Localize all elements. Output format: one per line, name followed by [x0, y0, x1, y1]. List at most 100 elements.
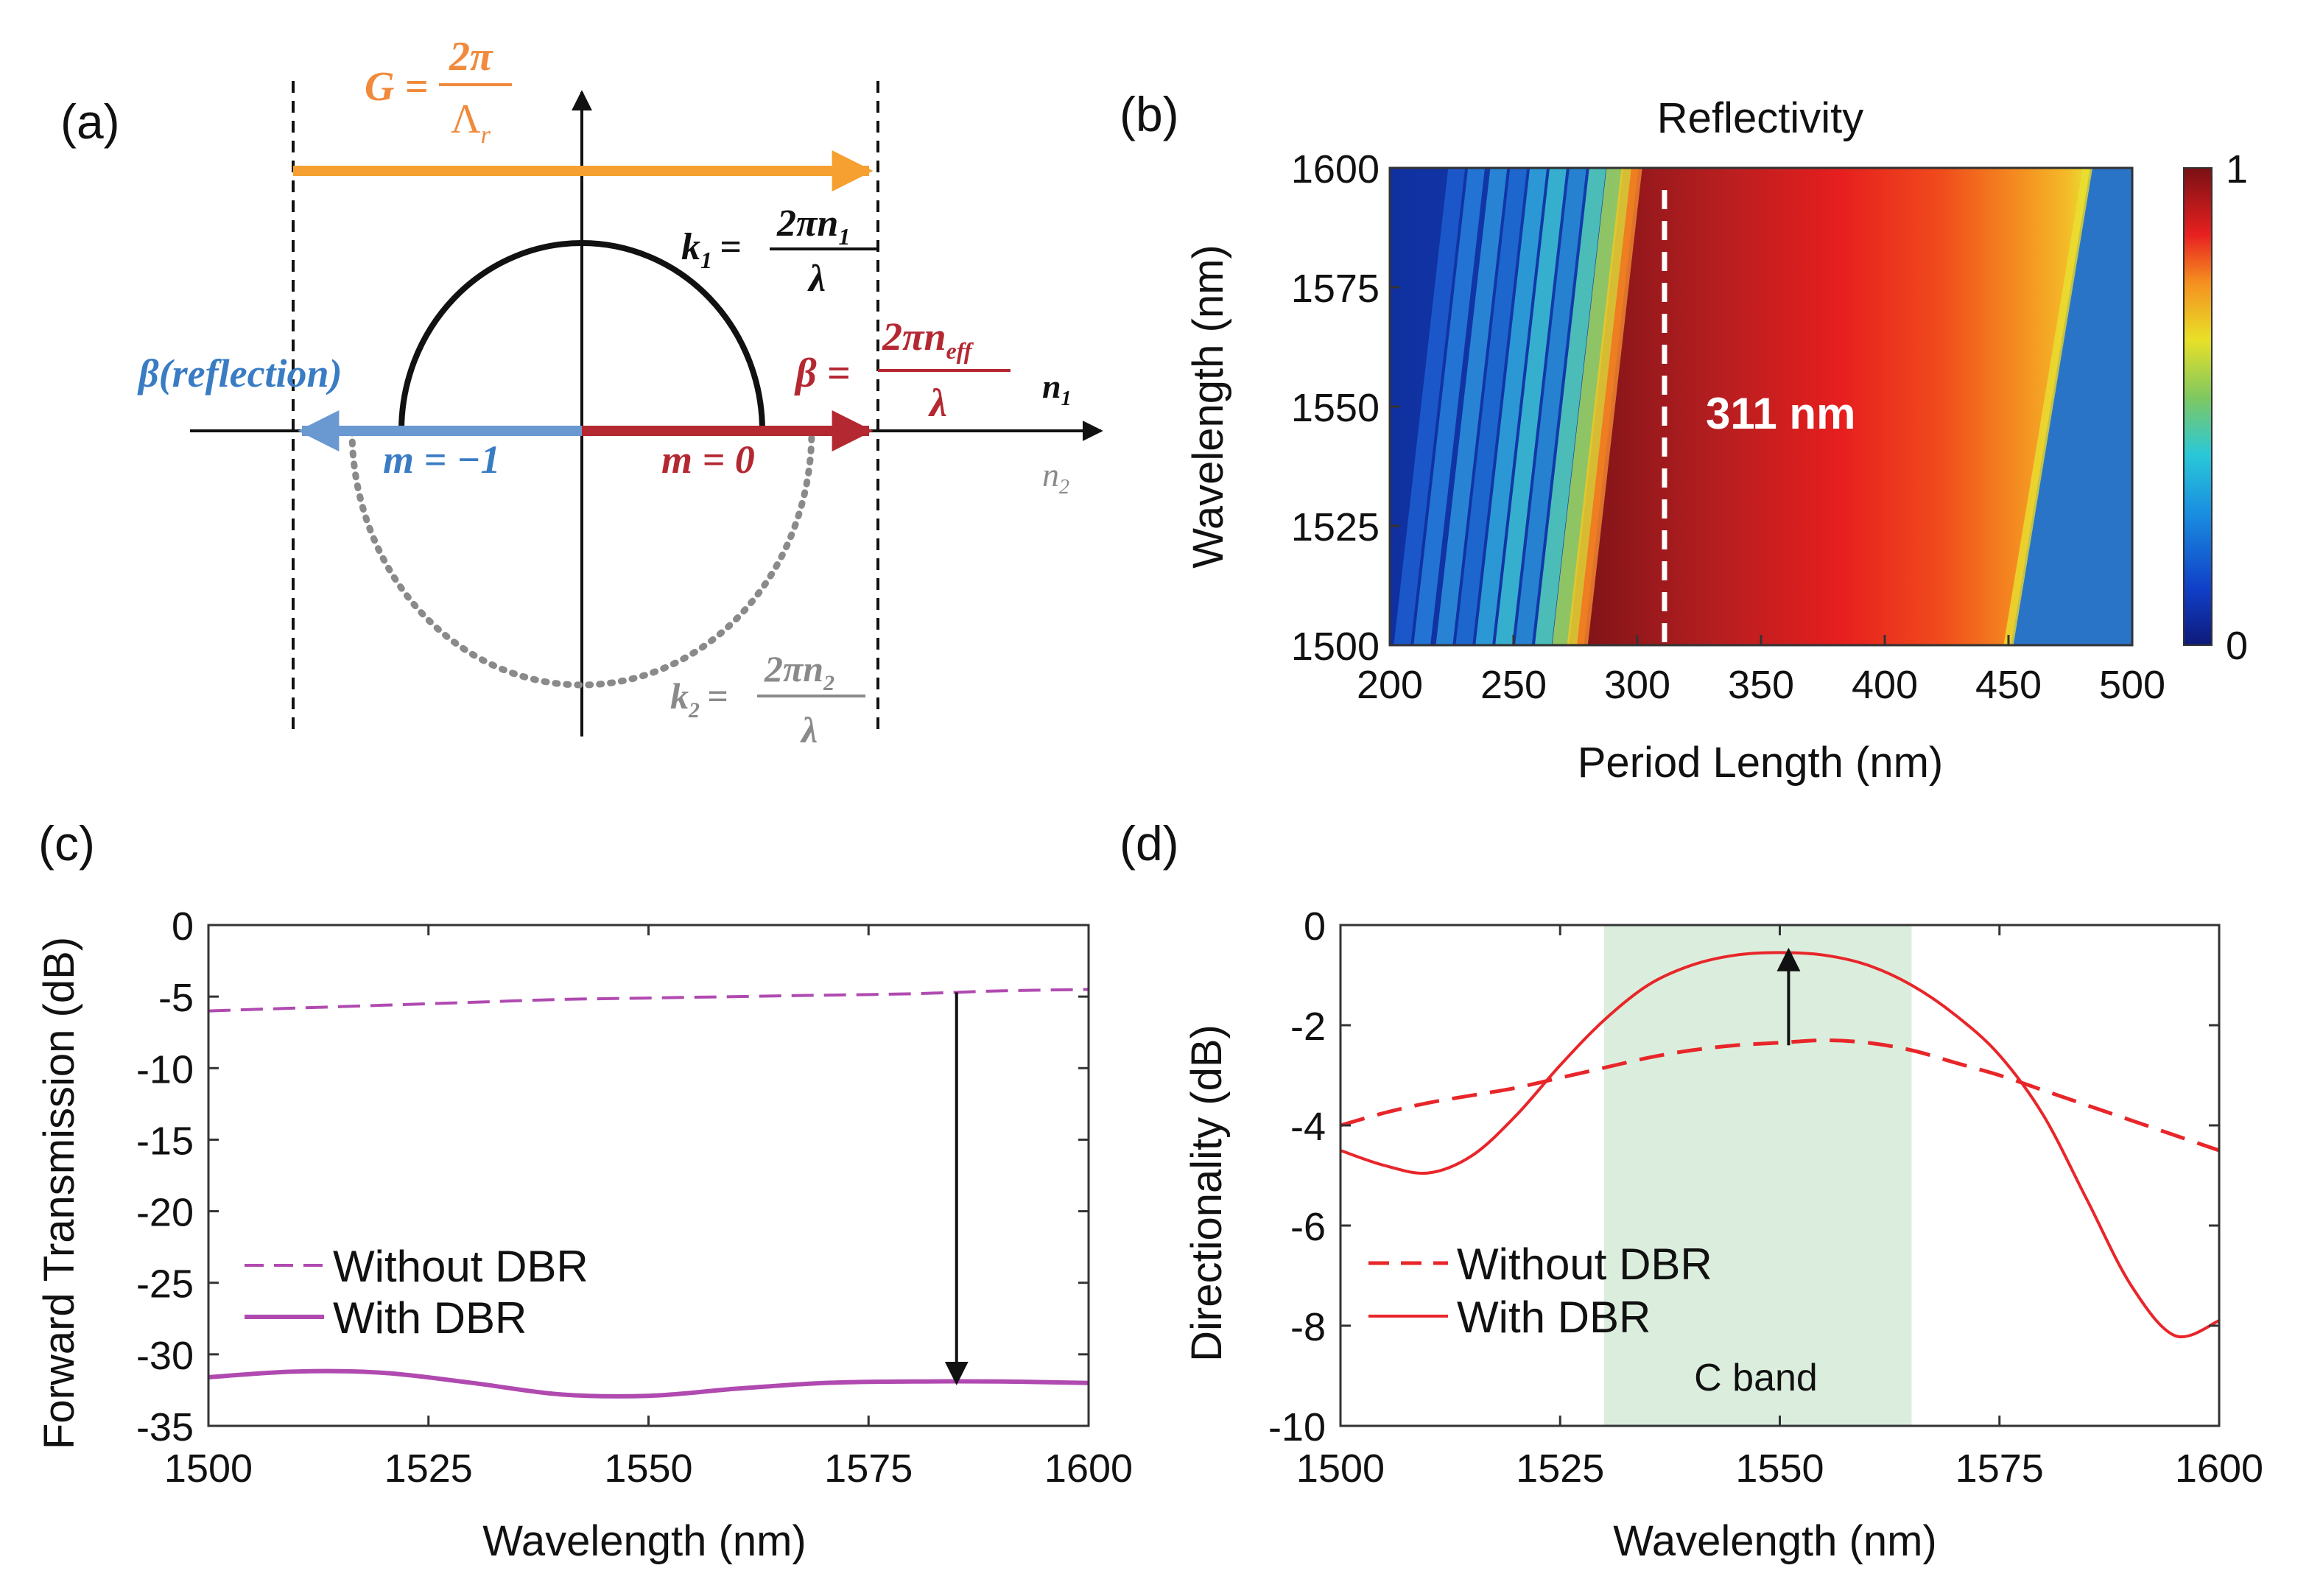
y-tick-label: -5: [158, 976, 194, 1020]
stopband-upper-edge: [2003, 168, 2093, 645]
beta-numerator: 2πneff: [882, 314, 974, 364]
series-line-without-dbr: [208, 988, 1089, 1013]
x-tick-label: 1550: [604, 1446, 692, 1491]
fringe-band: [1495, 168, 1567, 645]
panel-b: (b) Reflectivity 311 nm 200 250 300 350 400 4…: [1120, 87, 2248, 787]
y-tick-label: 1500: [1291, 625, 1380, 669]
y-tick-label: 1550: [1291, 386, 1380, 430]
x-tick-label: 350: [1728, 663, 1794, 707]
panel-c: (c) 1500 1525 1550 1575 1600 0 -5 -10 -15 -20 -25 -…: [35, 816, 1133, 1565]
x-tick-label: 1600: [1044, 1446, 1133, 1491]
k1-semicircle: [398, 240, 765, 432]
y-tick-label: -10: [1268, 1405, 1326, 1449]
fringe-band: [1552, 168, 1624, 645]
panel-b-label: (b): [1120, 87, 1179, 141]
x-tick-label: 450: [1975, 663, 2042, 707]
fringe-band: [1394, 168, 1466, 645]
n2-label: n2: [1042, 456, 1069, 499]
x-tick-label: 250: [1480, 663, 1547, 707]
k2-label: k2 =: [670, 675, 728, 723]
stopband-region: [1587, 168, 2090, 645]
period-annotation: 311 nm: [1706, 389, 1855, 438]
directionality-x-label: Wavelength (nm): [1613, 1517, 1936, 1565]
colorbar-max-label: 1: [2226, 147, 2248, 191]
fringe-band: [1515, 168, 1586, 645]
panel-c-label: (c): [38, 816, 95, 871]
x-tick-label: 400: [1852, 663, 1918, 707]
k2-numerator: 2πn2: [764, 648, 834, 695]
heatmap-x-label: Period Length (nm): [1578, 739, 1943, 787]
x-tick-label: 1600: [2175, 1446, 2263, 1491]
G-numerator: 2π: [449, 34, 493, 80]
y-tick-label: -25: [136, 1262, 194, 1307]
y-tick-label: -8: [1290, 1305, 1326, 1349]
legend-with-dbr: With DBR: [333, 1293, 527, 1343]
colorbar-min-label: 0: [2226, 624, 2248, 668]
G-denominator: Λr: [451, 96, 491, 149]
k2-denominator: λ: [800, 709, 818, 750]
y-tick-label: -6: [1290, 1205, 1326, 1249]
beta-reflection-label: β(reflection): [137, 351, 342, 396]
directionality-legend: Without DBR With DBR: [1368, 1240, 1712, 1342]
x-tick-label: 1550: [1735, 1446, 1824, 1491]
x-tick-label: 300: [1604, 663, 1670, 707]
fringe-band: [1534, 168, 1606, 645]
y-tick-label: -2: [1290, 1005, 1326, 1049]
fringe-band: [1475, 168, 1547, 645]
fringe-band: [1455, 168, 1528, 645]
y-tick-label: 1525: [1291, 505, 1380, 549]
fringe-band: [1435, 168, 1508, 645]
series-line-with-dbr: [208, 1368, 1089, 1399]
y-tick-label: -35: [136, 1405, 194, 1449]
directionality-y-label: Directionality (dB): [1183, 1024, 1231, 1362]
heatmap-title: Reflectivity: [1657, 94, 1863, 142]
fringe-band: [1413, 168, 1486, 645]
x-tick-label: 1575: [1955, 1446, 2044, 1491]
x-tick-label: 200: [1357, 663, 1423, 707]
high-period-region: [2013, 168, 2132, 645]
k1-numerator: 2πn1: [776, 203, 850, 250]
series-line-without-dbr: [1340, 1038, 2220, 1153]
y-tick-label: -15: [136, 1119, 194, 1163]
transmission-x-label: Wavelength (nm): [482, 1517, 806, 1565]
legend-with-dbr: With DBR: [1457, 1293, 1651, 1342]
y-tick-label: 0: [172, 904, 194, 949]
transmission-plot: 1500 1525 1550 1575 1600 0 -5 -10 -15 -20 -25 -30 -3…: [136, 904, 1133, 1491]
transmission-legend: Without DBR With DBR: [245, 1242, 588, 1343]
x-tick-label: 500: [2099, 663, 2165, 707]
x-tick-label: 1575: [824, 1446, 913, 1491]
y-tick-label: 1600: [1291, 147, 1380, 191]
y-tick-label: -4: [1290, 1105, 1326, 1149]
y-tick-label: -20: [136, 1191, 194, 1235]
heatmap-y-label: Wavelength (nm): [1184, 245, 1232, 568]
k1-label: k1 =: [681, 226, 742, 273]
beta-label: β =: [794, 351, 851, 396]
y-tick-label: 1575: [1291, 267, 1380, 311]
x-tick-label: 1525: [384, 1446, 473, 1491]
m-zero-label: m = 0: [661, 437, 755, 482]
panel-d-label: (d): [1120, 816, 1179, 871]
y-tick-label: -30: [136, 1334, 194, 1378]
panel-a: (a) G = 2π Λr k1 = 2πn1 λ β(reflection) β…: [60, 34, 1103, 750]
x-tick-label: 1500: [1296, 1446, 1385, 1491]
m-minus-one-label: m = −1: [383, 437, 501, 482]
legend-without-dbr: Without DBR: [333, 1242, 588, 1291]
panel-a-label: (a): [60, 94, 120, 149]
G-label: G =: [365, 64, 428, 110]
y-tick-label: -10: [136, 1047, 194, 1091]
panel-d: (d) 1500 1525 1550 1575 1600 0 -2 -4 -6 -8 -10 Wav…: [1120, 816, 2263, 1565]
colorbar: [2183, 167, 2213, 646]
k2-semicircle: [348, 427, 815, 689]
directionality-plot: 1500 1525 1550 1575 1600 0 -2 -4 -6 -8 -10: [1268, 904, 2263, 1491]
heatmap-area: 311 nm: [1390, 168, 2132, 645]
c-band-shade: [1603, 925, 1912, 1426]
legend-without-dbr: Without DBR: [1457, 1240, 1712, 1289]
y-tick-label: 0: [1304, 904, 1326, 949]
beta-denominator: λ: [928, 381, 947, 425]
x-tick-label: 1525: [1516, 1446, 1604, 1491]
transmission-y-label: Forward Transmission (dB): [35, 937, 83, 1449]
n1-label: n1: [1042, 368, 1072, 410]
x-tick-label: 1500: [164, 1446, 253, 1491]
heatmap-axes: 200 250 300 350 400 450 500 1500 1525 1550 1575 160…: [1291, 147, 2165, 707]
